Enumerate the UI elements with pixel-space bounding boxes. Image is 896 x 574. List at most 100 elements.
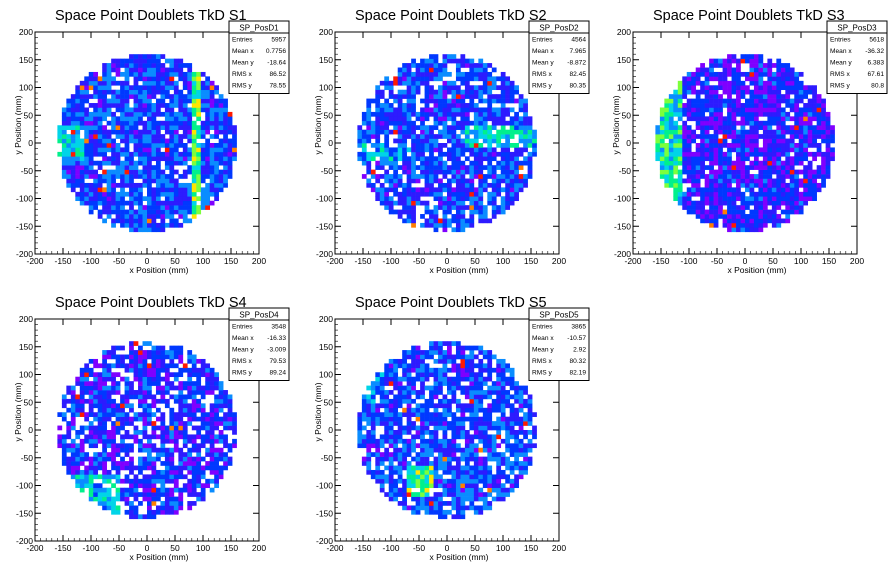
heatmap-bin: [169, 138, 175, 144]
heatmap-bin: [142, 430, 148, 435]
heatmap-bin: [718, 165, 723, 170]
heatmap-bin: [736, 120, 741, 126]
heatmap-bin: [124, 151, 130, 157]
heatmap-bin: [473, 200, 479, 206]
heatmap-bin: [677, 125, 683, 130]
heatmap-bin: [393, 174, 399, 179]
heatmap-bin: [803, 85, 809, 91]
x-axis-label: x Position (mm): [129, 552, 188, 562]
heatmap-bin: [429, 218, 434, 224]
heatmap-bin: [442, 89, 448, 95]
heatmap-bin: [731, 196, 737, 202]
heatmap-bin: [155, 103, 161, 108]
heatmap-bin: [106, 505, 112, 511]
heatmap-bin: [514, 111, 519, 117]
y-tick-label: 100: [617, 83, 631, 93]
heatmap-bin: [776, 125, 782, 130]
heatmap-bin: [749, 143, 755, 148]
heatmap-bin: [129, 434, 134, 440]
heatmap-bin: [455, 98, 461, 104]
heatmap-bin: [227, 111, 233, 117]
heatmap-bin: [478, 89, 484, 95]
heatmap-bin: [97, 430, 103, 435]
heatmap-bin: [106, 160, 112, 166]
heatmap-bin: [415, 134, 421, 139]
heatmap-bin: [464, 169, 470, 175]
heatmap-bin: [686, 160, 692, 166]
heatmap-bin: [397, 80, 403, 86]
heatmap-bin: [514, 187, 519, 193]
heatmap-bin: [713, 187, 719, 193]
heatmap-bin: [411, 58, 416, 64]
heatmap-bin: [75, 143, 81, 148]
heatmap-bin: [473, 191, 479, 197]
heatmap-bin: [736, 222, 741, 228]
heatmap-bin: [384, 465, 390, 471]
heatmap-bin: [700, 120, 705, 126]
heatmap-bin: [88, 367, 94, 373]
heatmap-bin: [771, 214, 777, 219]
heatmap-bin: [375, 125, 381, 130]
heatmap-bin: [709, 89, 714, 95]
heatmap-bin: [527, 116, 533, 122]
heatmap-bin: [191, 205, 197, 210]
heatmap-bin: [169, 469, 175, 475]
heatmap-bin: [151, 345, 157, 351]
heatmap-bin: [124, 89, 130, 95]
heatmap-bin: [718, 143, 723, 148]
heatmap-bin: [79, 111, 85, 117]
heatmap-bin: [160, 354, 166, 360]
heatmap-bin: [527, 125, 533, 130]
heatmap-bin: [187, 111, 193, 117]
heatmap-bin: [406, 178, 412, 184]
heatmap-bin: [151, 58, 157, 64]
heatmap-bin: [164, 111, 170, 117]
heatmap-bin: [753, 178, 759, 184]
heatmap-bin: [505, 205, 511, 210]
heatmap-bin: [169, 191, 175, 197]
heatmap-bin: [151, 76, 157, 82]
stats-value: 5618: [869, 37, 884, 44]
heatmap-bin: [191, 412, 197, 417]
heatmap-bin: [691, 116, 697, 122]
heatmap-bin: [722, 174, 728, 179]
heatmap-bin: [138, 430, 143, 435]
heatmap-bin: [214, 483, 219, 489]
heatmap-bin: [178, 501, 184, 506]
heatmap-bin: [129, 461, 134, 466]
heatmap-bin: [200, 456, 206, 462]
heatmap-bin: [120, 205, 125, 210]
heatmap-bin: [97, 80, 103, 86]
heatmap-bin: [79, 381, 85, 386]
heatmap-bin: [155, 89, 161, 95]
heatmap-bin: [178, 354, 184, 360]
heatmap-bin: [731, 187, 737, 193]
heatmap-bin: [218, 438, 224, 444]
heatmap-bin: [816, 169, 822, 175]
heatmap-bin: [111, 403, 116, 409]
heatmap-bin: [147, 465, 152, 471]
heatmap-bin: [155, 367, 161, 373]
heatmap-bin: [361, 443, 367, 449]
heatmap-bin: [686, 129, 692, 135]
heatmap-bin: [393, 200, 399, 206]
heatmap-bin: [740, 143, 746, 148]
heatmap-bin: [411, 111, 416, 117]
heatmap-bin: [411, 120, 416, 126]
heatmap-bin: [160, 487, 166, 493]
heatmap-bin: [75, 98, 81, 104]
heatmap-bin: [164, 187, 170, 193]
heatmap-bin: [178, 367, 184, 373]
heatmap-bin: [455, 178, 461, 184]
heatmap-bin: [491, 111, 497, 117]
heatmap-bin: [745, 178, 750, 184]
heatmap-bin: [97, 191, 103, 197]
heatmap-bin: [124, 165, 130, 170]
heatmap-bin: [677, 174, 683, 179]
heatmap-bin: [102, 465, 107, 471]
heatmap-bin: [375, 143, 381, 148]
heatmap-bin: [366, 120, 372, 126]
heatmap-bin: [397, 67, 403, 73]
heatmap-bin: [155, 390, 161, 395]
heatmap-bin: [155, 160, 161, 166]
